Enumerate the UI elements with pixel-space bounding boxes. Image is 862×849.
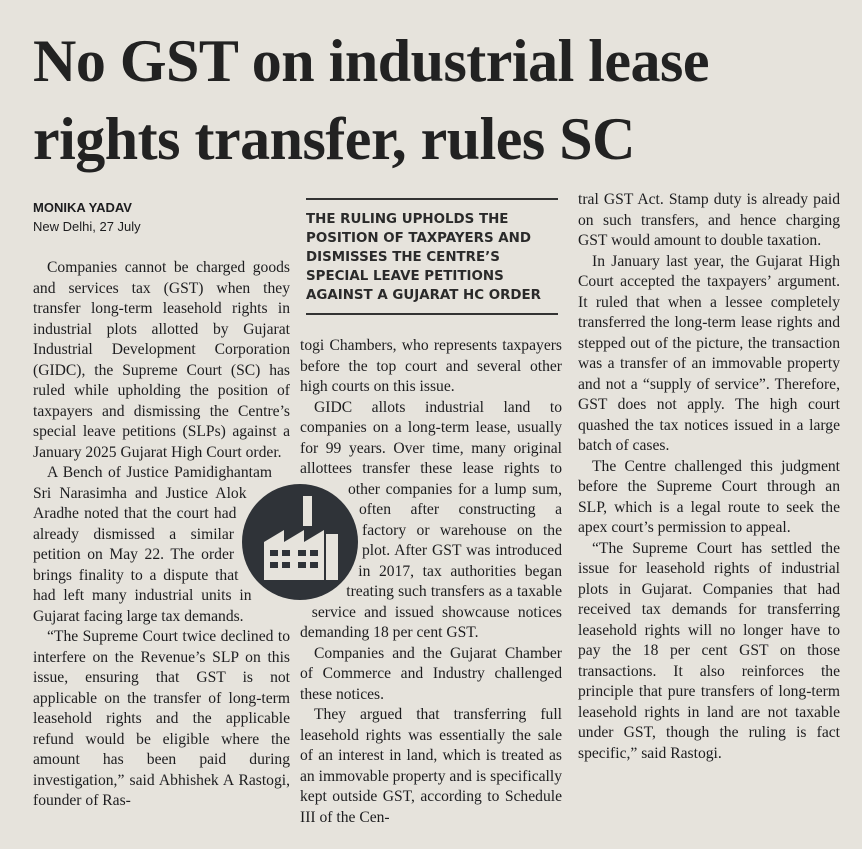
byline: MONIKA YADAV New Delhi, 27 July bbox=[33, 200, 283, 234]
paragraph: “The Supreme Court has settled the issue… bbox=[578, 539, 840, 762]
factory-icon bbox=[242, 484, 358, 600]
column: togi Chambers, who represents taxpayers … bbox=[300, 336, 562, 828]
paragraph: A Bench of Justice Pamidighantam Sri Nar… bbox=[33, 464, 273, 625]
paragraph: Companies and the Gujarat Chamber of Com… bbox=[300, 644, 562, 703]
paragraph: togi Chambers, who represents taxpayers … bbox=[300, 337, 562, 395]
paragraph: The Centre challenged this judgment befo… bbox=[578, 457, 840, 537]
headline: No GST on industrial lease rights transf… bbox=[33, 28, 710, 172]
paragraph: GIDC allots industrial land to companies… bbox=[300, 398, 562, 642]
pull-quote: THE RULING UPHOLDS THE POSITION OF TAXPA… bbox=[306, 198, 558, 315]
column: Companies cannot be charged goods and se… bbox=[33, 258, 290, 812]
paragraph: In January last year, the Gujarat High C… bbox=[578, 252, 840, 455]
author: MONIKA YADAV bbox=[33, 200, 132, 215]
paragraph: Companies cannot be charged goods and se… bbox=[33, 259, 290, 461]
column: tral GST Act. Stamp duty is already paid… bbox=[578, 190, 840, 764]
paragraph: “The Supreme Court twice declined to int… bbox=[33, 628, 290, 809]
paragraph: tral GST Act. Stamp duty is already paid… bbox=[578, 191, 840, 249]
paragraph: They argued that transferring full lease… bbox=[300, 706, 562, 826]
dateline: New Delhi, 27 July bbox=[33, 219, 141, 234]
